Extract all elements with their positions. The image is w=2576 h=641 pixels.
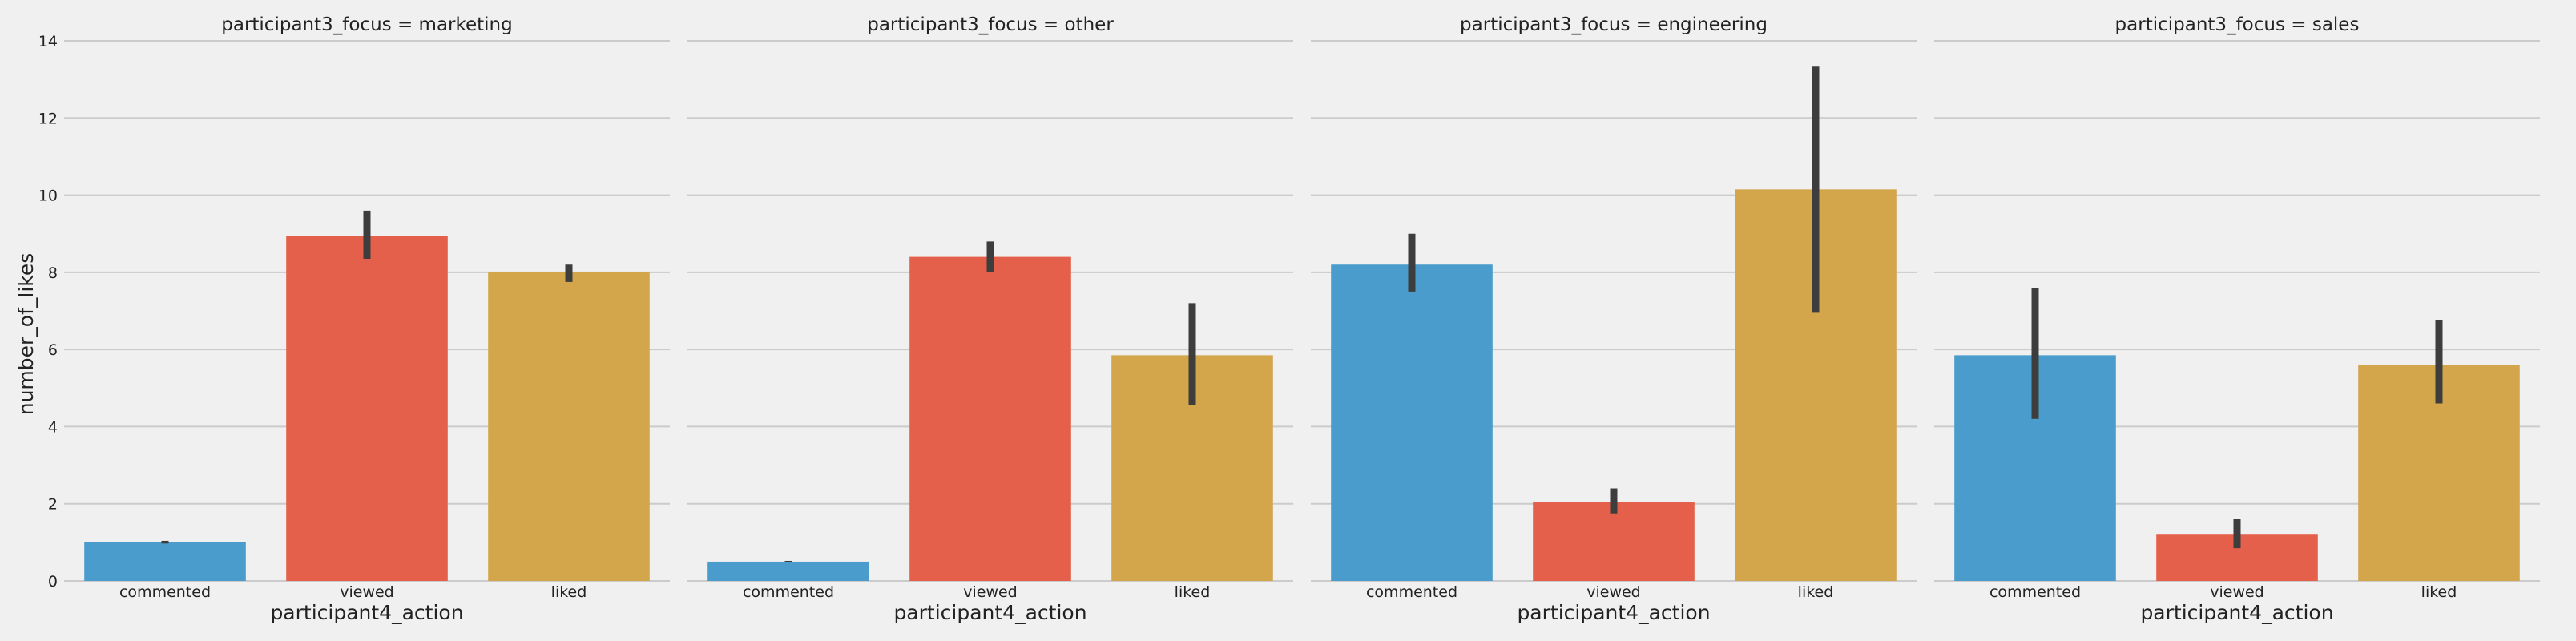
y-tick-label: 2 [48,496,58,514]
facet-panel: participant3_focus = marketing commented v… [84,14,650,624]
facet-title: participant3_focus = other [867,14,1114,35]
y-tick-label: 4 [48,418,58,436]
y-axis-label: number_of_likes [14,253,38,416]
y-tick-label: 8 [48,264,58,282]
y-tick-label: 12 [38,110,58,127]
facet-panel: participant3_focus = engineering commente… [1331,14,1897,624]
x-tick-label: commented [743,583,834,601]
facet-title: participant3_focus = sales [2115,14,2360,35]
x-tick-label: liked [2421,583,2457,601]
y-tick-label: 14 [38,33,58,50]
x-tick-label: commented [119,583,211,601]
facet-title: participant3_focus = marketing [221,14,512,35]
bar [488,272,650,581]
x-tick-label: commented [1989,583,2081,601]
bar [1331,264,1493,581]
x-axis-label: participant4_action [893,601,1086,624]
bar [707,561,869,581]
x-axis-label: participant4_action [270,601,463,624]
x-tick-label: viewed [340,583,394,601]
x-axis-label: participant4_action [2140,601,2333,624]
y-tick-label: 10 [38,187,58,205]
facet-panel: participant3_focus = other commented viewe… [707,14,1273,624]
x-tick-label: viewed [2210,583,2264,601]
bar [286,236,448,581]
y-tick-label: 6 [48,341,58,359]
x-tick-label: viewed [963,583,1018,601]
x-axis-label: participant4_action [1517,601,1710,624]
facet-title: participant3_focus = engineering [1460,14,1768,35]
y-axis: 0 2 4 6 8 10 12 14 [38,33,58,591]
x-tick-label: liked [1175,583,1211,601]
x-tick-label: liked [551,583,587,601]
facet-panel: participant3_focus = sales commented viewe… [1954,14,2520,624]
x-tick-label: commented [1366,583,1457,601]
y-tick-label: 0 [48,573,58,591]
facet-panels: participant3_focus = marketing commented v… [84,14,2520,624]
bar [84,542,246,581]
bar [909,256,1071,581]
x-tick-label: liked [1798,583,1834,601]
bar [1533,502,1695,581]
x-tick-label: viewed [1586,583,1641,601]
